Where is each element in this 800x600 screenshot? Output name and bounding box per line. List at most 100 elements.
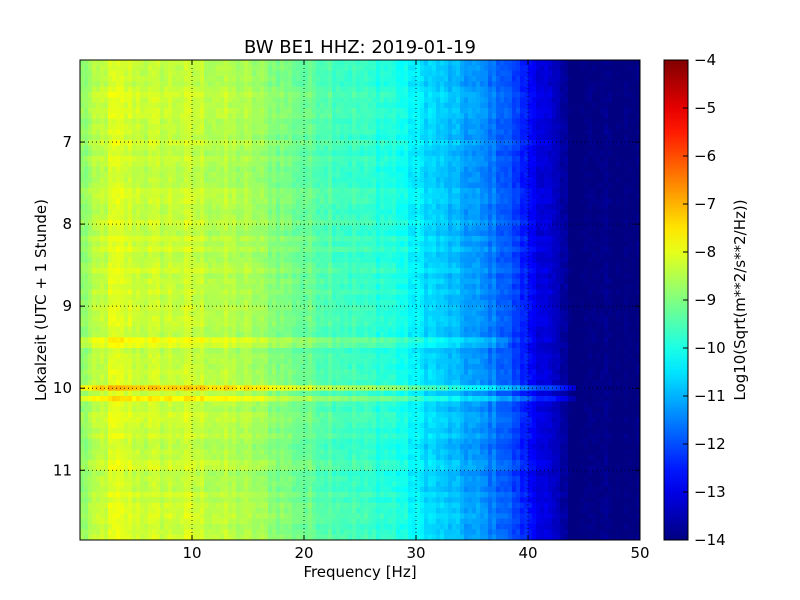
heatmap-cell	[236, 166, 241, 173]
heatmap-cell	[336, 60, 341, 66]
heatmap-cell	[436, 177, 441, 184]
heatmap-cell	[584, 140, 589, 146]
heatmap-cell	[416, 124, 421, 130]
heatmap-cell	[284, 188, 289, 194]
heatmap-cell	[500, 129, 505, 136]
heatmap-cell	[364, 81, 369, 88]
heatmap-cell	[224, 65, 229, 72]
heatmap-cell	[196, 172, 201, 178]
heatmap-cell	[572, 118, 577, 125]
heatmap-cell	[272, 97, 277, 104]
heatmap-cell	[416, 86, 421, 93]
heatmap-cell	[608, 97, 613, 104]
heatmap-cell	[184, 236, 189, 242]
heatmap-cell	[184, 65, 189, 72]
heatmap-cell	[488, 97, 493, 104]
heatmap-cell	[464, 166, 469, 173]
heatmap-cell	[264, 102, 269, 109]
heatmap-cell	[268, 209, 273, 216]
heatmap-cell	[84, 214, 89, 221]
heatmap-cell	[416, 236, 421, 242]
heatmap-cell	[236, 129, 241, 136]
heatmap-cell	[268, 140, 273, 146]
heatmap-cell	[236, 246, 241, 253]
heatmap-cell	[492, 161, 497, 168]
heatmap-cell	[280, 118, 285, 125]
heatmap-cell	[280, 102, 285, 109]
heatmap-cell	[88, 161, 93, 168]
heatmap-cell	[584, 108, 589, 114]
heatmap-cell	[112, 81, 117, 88]
heatmap-cell	[344, 60, 349, 66]
heatmap-cell	[124, 188, 129, 194]
heatmap-cell	[404, 156, 409, 162]
heatmap-cell	[252, 193, 257, 200]
heatmap-cell	[100, 113, 105, 120]
heatmap-cell	[112, 97, 117, 104]
heatmap-cell	[228, 230, 233, 237]
heatmap-cell	[212, 113, 217, 120]
heatmap-cell	[324, 150, 329, 157]
heatmap-cell	[204, 246, 209, 253]
heatmap-cell	[268, 65, 273, 72]
heatmap-cell	[264, 236, 269, 242]
heatmap-cell	[212, 209, 217, 216]
heatmap-cell	[288, 140, 293, 146]
heatmap-cell	[400, 150, 405, 157]
heatmap-cell	[288, 102, 293, 109]
heatmap-cell	[268, 70, 273, 77]
heatmap-cell	[124, 236, 129, 242]
heatmap-cell	[600, 182, 605, 189]
heatmap-cell	[196, 241, 201, 248]
heatmap-cell	[600, 102, 605, 109]
heatmap-cell	[96, 145, 101, 152]
heatmap-cell	[192, 145, 197, 152]
heatmap-cell	[520, 225, 525, 232]
heatmap-cell	[112, 140, 117, 146]
heatmap-cell	[120, 124, 125, 130]
heatmap-cell	[100, 220, 105, 226]
heatmap-cell	[520, 204, 525, 210]
heatmap-cell	[84, 220, 89, 226]
heatmap-cell	[148, 230, 153, 237]
heatmap-cell	[324, 76, 329, 82]
heatmap-cell	[464, 65, 469, 72]
heatmap-cell	[636, 118, 640, 125]
heatmap-cell	[568, 108, 573, 114]
heatmap-cell	[556, 188, 561, 194]
heatmap-cell	[328, 241, 333, 248]
heatmap-cell	[212, 156, 217, 162]
heatmap-cell	[240, 193, 245, 200]
heatmap-cell	[416, 172, 421, 178]
heatmap-cell	[340, 129, 345, 136]
heatmap-cell	[288, 76, 293, 82]
heatmap-cell	[332, 214, 337, 221]
heatmap-cell	[432, 150, 437, 157]
heatmap-cell	[624, 209, 629, 216]
heatmap-cell	[496, 150, 501, 157]
heatmap-cell	[136, 225, 141, 232]
heatmap-cell	[96, 188, 101, 194]
heatmap-cell	[448, 145, 453, 152]
heatmap-cell	[460, 193, 465, 200]
heatmap-cell	[132, 193, 137, 200]
heatmap-cell	[172, 166, 177, 173]
heatmap-cell	[268, 166, 273, 173]
heatmap-cell	[628, 129, 633, 136]
heatmap-cell	[496, 118, 501, 125]
heatmap-cell	[248, 161, 253, 168]
heatmap-cell	[320, 140, 325, 146]
heatmap-cell	[192, 124, 197, 130]
heatmap-cell	[280, 193, 285, 200]
heatmap-cell	[332, 166, 337, 173]
heatmap-cell	[572, 140, 577, 146]
heatmap-cell	[224, 97, 229, 104]
heatmap-cell	[100, 161, 105, 168]
heatmap-cell	[520, 70, 525, 77]
heatmap-cell	[420, 214, 425, 221]
heatmap-cell	[432, 214, 437, 221]
heatmap-cell	[556, 220, 561, 226]
heatmap-cell	[180, 246, 185, 253]
heatmap-cell	[416, 140, 421, 146]
heatmap-cell	[448, 241, 453, 248]
